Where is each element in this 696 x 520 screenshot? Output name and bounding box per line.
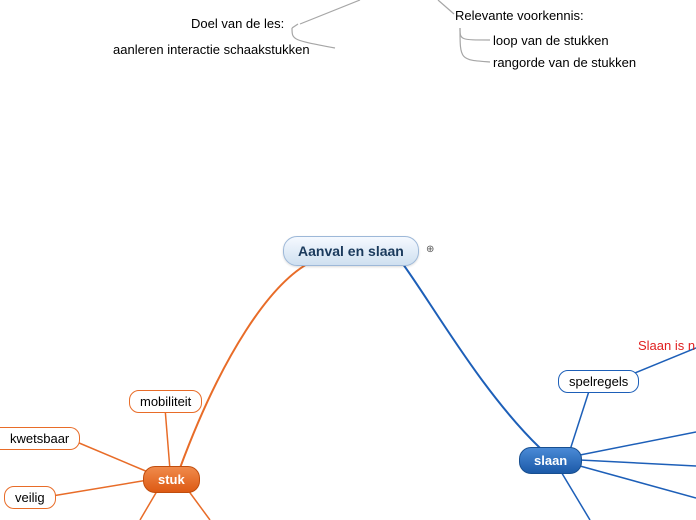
node-veilig[interactable]: veilig bbox=[4, 486, 56, 509]
hub-stuk[interactable]: stuk bbox=[143, 466, 200, 493]
node-kwetsbaar[interactable]: kwetsbaar bbox=[0, 427, 80, 450]
voorkennis-child2: rangorde van de stukken bbox=[493, 55, 636, 70]
voorkennis-child1: loop van de stukken bbox=[493, 33, 609, 48]
expand-icon[interactable]: ⊕ bbox=[426, 244, 434, 255]
node-spelregels[interactable]: spelregels bbox=[558, 370, 639, 393]
central-node[interactable]: Aanval en slaan bbox=[283, 236, 419, 266]
doel-child: aanleren interactie schaakstukken bbox=[113, 42, 310, 57]
hub-slaan[interactable]: slaan bbox=[519, 447, 582, 474]
doel-label: Doel van de les: bbox=[191, 16, 284, 31]
voorkennis-label: Relevante voorkennis: bbox=[455, 8, 584, 23]
node-mobiliteit[interactable]: mobiliteit bbox=[129, 390, 202, 413]
red-text-slaan: Slaan is n bbox=[638, 338, 695, 353]
